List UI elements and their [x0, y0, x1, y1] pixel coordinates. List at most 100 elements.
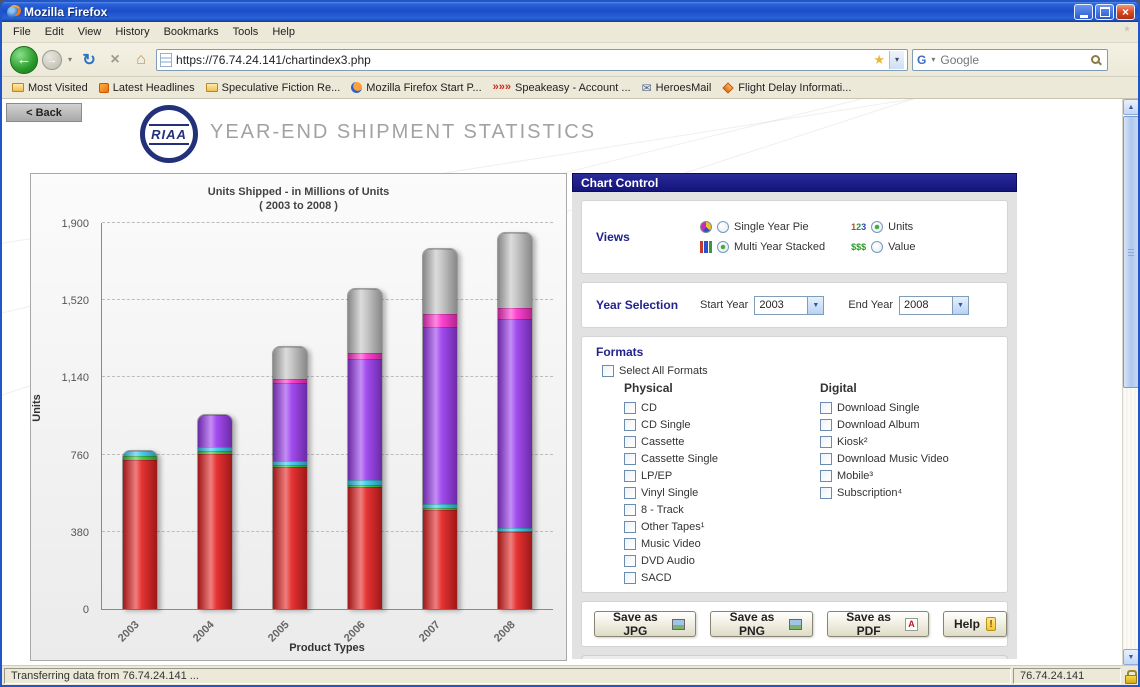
page-content: < Back RIAA YEAR-END SHIPMENT STATISTICS… — [2, 99, 1138, 665]
menu-item-bookmarks[interactable]: Bookmarks — [163, 26, 219, 38]
url-bar: ★ ▾ — [156, 48, 908, 71]
search-input[interactable] — [940, 52, 1088, 67]
menu-item-edit[interactable]: Edit — [44, 26, 64, 38]
menu-item-history[interactable]: History — [115, 26, 150, 38]
format-label: Download Single — [837, 401, 920, 414]
engine-dropdown-icon[interactable]: ▾ — [931, 55, 936, 64]
checkbox-8-track[interactable] — [624, 503, 636, 516]
bookmark-mozilla-firefox-start-p[interactable]: Mozilla Firefox Start P... — [347, 80, 485, 96]
start-year-select[interactable]: 2003 ▼ — [754, 295, 825, 315]
checkbox-lp-ep[interactable] — [624, 469, 636, 482]
radio-value[interactable] — [871, 241, 884, 253]
checkbox-kiosk[interactable] — [820, 435, 832, 448]
segment-magenta — [498, 308, 533, 320]
checkbox-dvd-audio[interactable] — [624, 554, 636, 567]
checkbox-music-video[interactable] — [624, 537, 636, 550]
home-button[interactable]: ⌂ — [136, 50, 146, 68]
stop-button[interactable]: × — [110, 50, 120, 68]
back-nav-button[interactable]: ← — [10, 45, 38, 74]
checkbox-cassette[interactable] — [624, 435, 636, 448]
url-input[interactable] — [176, 52, 870, 67]
views-col2: 123 Units $$$ Value — [851, 219, 915, 256]
checkbox-mobile[interactable] — [820, 469, 832, 482]
throbber-icon: * — [1124, 23, 1130, 40]
select-all-checkbox[interactable] — [602, 365, 614, 377]
bookmark-latest-headlines[interactable]: Latest Headlines — [95, 80, 199, 96]
menu-bar: File Edit View History Bookmarks Tools Help * — [2, 22, 1138, 43]
segment-magenta — [272, 379, 307, 384]
format-label: Cassette — [641, 435, 685, 448]
checkbox-other-tapes[interactable] — [624, 520, 636, 533]
format-label: Music Video — [641, 537, 701, 550]
bookmark-speakeasy-account[interactable]: »»» Speakeasy - Account ... — [489, 80, 635, 96]
title-bar[interactable]: Mozilla Firefox × — [2, 2, 1138, 22]
checkbox-cd[interactable] — [624, 401, 636, 414]
reload-button[interactable]: ↻ — [82, 51, 96, 69]
save-as-pdf-button[interactable]: Save as PDF A — [827, 610, 929, 638]
bookmark-heroesmail[interactable]: ✉ HeroesMail — [638, 80, 716, 96]
format-cd: CD — [624, 399, 820, 416]
segment-purple — [423, 327, 458, 505]
segment-green — [348, 485, 383, 488]
radio-units[interactable] — [871, 221, 884, 233]
end-year-select[interactable]: 2008 ▼ — [898, 295, 969, 315]
status-address: 76.74.24.141 — [1013, 667, 1121, 684]
segment-red — [272, 467, 307, 609]
chart-plot: 2003 2004 2005 2006 2007 2008 — [101, 222, 553, 645]
google-engine-icon[interactable]: G — [917, 52, 927, 67]
x-tick-label: 2005 — [266, 618, 293, 645]
button-label: Help — [953, 617, 980, 631]
bookmark-flight-delay-informati[interactable]: Flight Delay Informati... — [718, 80, 855, 96]
url-dropdown-button[interactable]: ▾ — [889, 50, 904, 69]
firefox-icon — [7, 5, 20, 19]
checkbox-cd-single[interactable] — [624, 418, 636, 431]
menu-item-tools[interactable]: Tools — [232, 26, 259, 38]
search-bar: G ▾ — [912, 48, 1108, 71]
bookmarks-bar: Most Visited Latest Headlines Speculative … — [2, 77, 1138, 99]
chart-subtitle: ( 2003 to 2008 ) — [259, 200, 338, 212]
mail-icon: ✉ — [641, 80, 652, 95]
radio-single-year-pie[interactable] — [717, 221, 729, 233]
view-option-label: Units — [888, 221, 914, 233]
image-icon — [671, 618, 685, 630]
menu-item-help[interactable]: Help — [272, 26, 295, 38]
page-back-button[interactable]: < Back — [6, 103, 82, 122]
image-icon — [789, 618, 803, 630]
vertical-scrollbar[interactable]: ▲ ▼ — [1122, 99, 1138, 665]
x-tick-label: 2008 — [491, 618, 518, 645]
radio-multi-year-stacked[interactable] — [717, 241, 729, 253]
checkbox-sacd[interactable] — [624, 571, 636, 584]
save-as-png-button[interactable]: Save as PNG — [709, 610, 814, 638]
scrollbar-thumb[interactable] — [1123, 116, 1138, 388]
help-button[interactable]: Help! — [942, 611, 1007, 637]
view-option-value: $$$ Value — [851, 239, 915, 256]
segment-purple — [498, 319, 533, 528]
bookmark-label: HeroesMail — [655, 81, 712, 94]
stacked-bar-chart-icon — [700, 241, 712, 253]
bookmark-speculative-fiction-re[interactable]: Speculative Fiction Re... — [202, 80, 345, 96]
bookmark-most-visited[interactable]: Most Visited — [8, 80, 92, 96]
format-music-video: Music Video — [624, 535, 820, 552]
search-icon[interactable] — [1091, 55, 1100, 64]
close-button[interactable]: × — [1116, 4, 1135, 20]
scroll-up-button[interactable]: ▲ — [1123, 99, 1138, 115]
checkbox-cassette-single[interactable] — [624, 452, 636, 465]
window-title: Mozilla Firefox — [24, 5, 108, 19]
menu-item-view[interactable]: View — [77, 26, 102, 38]
scroll-down-button[interactable]: ▼ — [1123, 649, 1138, 665]
checkbox-subscription[interactable] — [820, 486, 832, 499]
button-label: Save as JPG — [613, 610, 658, 638]
checkbox-download-music-video[interactable] — [820, 452, 832, 465]
segment-green — [272, 464, 307, 468]
checkbox-download-album[interactable] — [820, 418, 832, 431]
restore-button[interactable] — [1095, 4, 1114, 20]
checkbox-download-single[interactable] — [820, 401, 832, 414]
checkbox-vinyl-single[interactable] — [624, 486, 636, 499]
minimize-button[interactable] — [1074, 4, 1093, 20]
menu-item-file[interactable]: File — [13, 26, 31, 38]
save-as-jpg-button[interactable]: Save as JPG — [594, 610, 696, 638]
history-dropdown-icon[interactable]: ▾ — [68, 55, 73, 64]
forward-nav-button[interactable]: → — [42, 49, 62, 70]
x-tick-label: 2006 — [341, 618, 368, 645]
bookmark-star-icon[interactable]: ★ — [873, 52, 885, 67]
